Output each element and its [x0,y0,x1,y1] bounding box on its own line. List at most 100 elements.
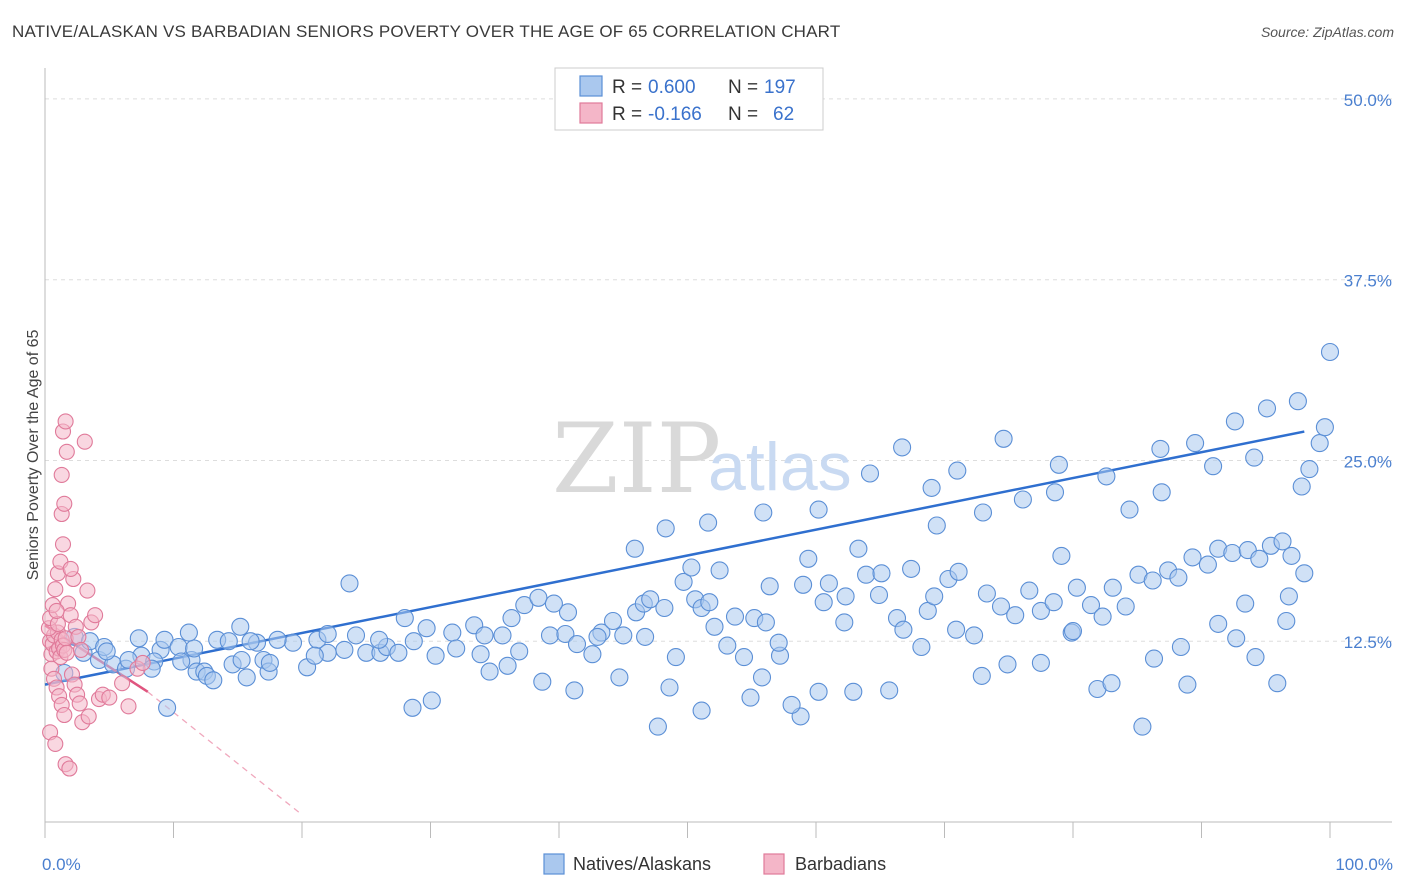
native-point-50 [493,626,512,645]
native-point-62 [614,626,633,645]
native-point-113 [1273,532,1292,551]
native-point-79 [814,593,833,612]
native-point-196 [893,438,912,457]
native-point-61 [603,611,623,631]
legend-r-value-1: 0.600 [648,77,696,98]
native-point-169 [844,682,863,701]
native-point-143 [533,672,552,691]
native-point-16 [185,639,204,658]
native-point-131 [1133,717,1152,736]
native-point-204 [1225,412,1244,431]
native-point-183 [1152,483,1171,502]
native-point-180 [1013,490,1032,509]
native-point-54 [529,588,548,607]
native-point-90 [977,584,996,603]
native-point-114 [1282,546,1301,565]
native-point-109 [1223,543,1242,563]
native-point-132 [1178,675,1197,694]
native-point-168 [809,682,828,701]
native-point-28 [204,671,223,690]
native-point-152 [912,637,931,657]
native-point-136 [1268,674,1287,693]
native-point-58 [567,635,587,654]
native-point-165 [1279,587,1298,606]
native-point-42 [395,609,414,628]
bottom-legend-swatch-natives [543,853,565,875]
native-point-57 [558,603,578,622]
native-point-150 [819,574,838,593]
native-point-111 [1250,549,1269,568]
native-point-149 [710,561,729,580]
legend-swatch-barbadians [579,102,603,124]
native-point-52 [510,642,529,661]
native-point-120 [340,574,359,593]
native-point-122 [231,617,250,636]
native-point-82 [872,564,891,583]
native-point-56 [556,624,575,644]
native-point-81 [857,565,876,584]
native-point-84 [902,559,921,578]
native-point-190 [625,539,644,558]
native-point-71 [700,593,719,612]
native-point-115 [835,613,854,632]
native-point-151 [894,620,913,639]
native-point-207 [1320,342,1340,362]
native-point-49 [475,626,494,645]
native-point-68 [682,558,701,577]
y-tick-label-2: 37.5% [1344,272,1392,291]
native-point-22 [232,650,251,670]
native-point-47 [447,639,466,658]
legend-n-value-1: 197 [764,77,796,98]
native-point-133 [1227,629,1246,648]
barbadian-point-39 [72,641,90,658]
native-point-145 [648,717,667,736]
x-tick-labels: 0.0% 100.0% [42,855,1393,874]
native-point-154 [752,668,772,687]
native-point-185 [1245,448,1264,467]
native-point-97 [1067,578,1086,597]
native-point-86 [925,587,944,606]
correlation-legend: R = 0.600 N = 197 R = -0.166 N = 62 [554,67,824,131]
watermark: ZIP atlas [552,403,852,515]
native-point-189 [1315,418,1334,437]
scatter-points [40,342,1340,777]
native-point-141 [403,698,422,717]
y-tick-label-3: 50.0% [1344,91,1392,110]
native-point-172 [636,627,655,646]
native-point-140 [241,632,260,651]
native-point-12 [155,630,174,649]
native-point-55 [540,626,560,645]
native-point-117 [588,627,607,646]
native-point-128 [972,666,991,685]
barbadian-point-44 [53,466,70,483]
native-point-67 [674,572,693,591]
barbadian-point-19 [54,536,72,553]
native-point-51 [502,609,521,628]
series-legend: Natives/Alaskans Barbadians [543,853,886,875]
native-point-59 [583,645,602,664]
native-point-65 [641,590,660,609]
native-point-191 [656,519,675,538]
native-point-92 [1006,606,1025,625]
native-point-206 [1288,392,1307,411]
barbadian-point-59 [62,560,79,577]
native-point-170 [544,594,563,613]
native-point-139 [305,646,324,665]
native-point-73 [718,636,737,655]
native-point-178 [927,516,946,535]
barbadian-point-38 [70,628,87,645]
native-point-105 [1169,568,1188,587]
barbadian-point-12 [58,644,75,661]
native-point-43 [404,632,423,651]
y-tick-label-0: 12.5% [1344,633,1392,652]
native-point-125 [660,678,679,697]
native-point-188 [1310,434,1329,453]
native-point-203 [1186,434,1205,453]
native-point-162 [1171,637,1190,657]
native-point-182 [1120,500,1139,519]
native-point-78 [794,575,813,594]
barbadian-point-49 [87,607,104,624]
native-point-148 [480,662,499,681]
native-point-93 [1020,581,1039,600]
